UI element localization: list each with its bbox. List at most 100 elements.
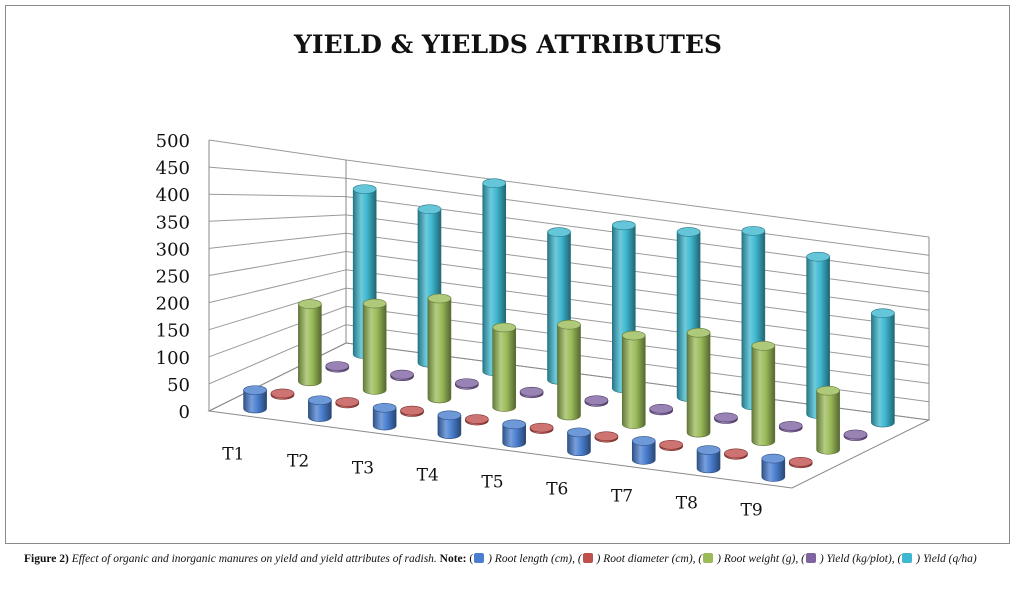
caption-lead: Figure 2): [24, 553, 69, 565]
cylinder-top: [686, 327, 711, 338]
cylinder-top: [502, 419, 527, 430]
gridline-side: [208, 139, 347, 161]
cylinder-top: [567, 427, 591, 438]
legend-label-yield-kg: ) Yield (kg/plot), (: [816, 553, 902, 565]
cylinder-top: [557, 319, 581, 330]
y-tick-label: 200: [156, 294, 190, 315]
gridline-side: [208, 305, 347, 358]
x-tick-label: T5: [481, 473, 503, 493]
chart-canvas: YIELD & YIELDS ATTRIBUTES 0 50 100 150 200 250…: [156, 30, 931, 521]
gridline-back: [345, 177, 930, 256]
cylinder-top: [482, 178, 507, 189]
gridline-back: [345, 269, 930, 348]
cylinder-top: [761, 453, 786, 464]
gridline-side: [208, 193, 347, 198]
x-tick-label: T8: [676, 494, 698, 514]
cylinder-bar: [696, 449, 721, 474]
cylinder-bar: [751, 345, 776, 446]
chart-title: YIELD & YIELDS ATTRIBUTES: [293, 30, 722, 59]
cylinder-top: [843, 429, 868, 440]
series-0: [243, 385, 786, 482]
cylinder-top: [352, 184, 377, 194]
y-tick-label: 450: [156, 158, 190, 179]
cylinder-top: [372, 402, 397, 413]
cylinder-top: [455, 378, 479, 388]
chart-frame: [5, 5, 1010, 544]
series-1: [270, 388, 813, 469]
cylinder-bar: [686, 332, 711, 438]
cylinder-top: [778, 421, 803, 431]
x-tick-label: T1: [222, 444, 244, 464]
cylinder-bar: [567, 432, 591, 457]
cylinder-bar: [502, 424, 526, 448]
cylinder-top: [584, 395, 609, 406]
cylinder-top: [714, 412, 738, 423]
cylinder-top: [519, 386, 544, 397]
y-tick-label: 250: [156, 267, 190, 288]
cylinder-bar: [243, 389, 267, 414]
cylinder-bar: [557, 324, 581, 421]
cylinder-bar: [427, 298, 452, 404]
y-tick-label: 300: [156, 239, 190, 260]
cylinder-bar: [308, 399, 332, 422]
cylinder-bar: [362, 303, 387, 395]
gridline-side: [208, 214, 347, 222]
y-tick-label: 350: [156, 212, 190, 233]
cylinder-top: [676, 227, 701, 237]
cylinder-top: [816, 385, 840, 396]
cylinder-top: [631, 436, 656, 446]
cylinder-top: [696, 445, 721, 455]
cylinder-top: [594, 431, 619, 441]
cylinder-top: [390, 369, 414, 380]
cylinder-bar: [871, 312, 895, 428]
cylinder-top: [659, 439, 683, 450]
cylinder-top: [437, 410, 462, 421]
legend-swatch-root-weight: [703, 553, 714, 563]
gridline-back: [345, 251, 930, 329]
cylinder-top: [465, 414, 489, 424]
figure-caption: Figure 2) Effect of organic and inorgani…: [24, 553, 977, 565]
x-tick-label: T7: [611, 487, 633, 507]
caption-text: Effect of organic and inorganic manures …: [68, 553, 440, 565]
cylinder-top: [308, 395, 332, 406]
cylinder-top: [325, 361, 350, 371]
cylinder-top: [400, 405, 424, 416]
series-3: [325, 361, 868, 441]
legend-swatch-root-diameter: [582, 553, 593, 563]
cylinder-bar: [761, 458, 786, 482]
x-tick-label: T4: [417, 465, 439, 485]
gridline-side: [208, 251, 347, 276]
cylinder-bar: [492, 327, 517, 412]
x-tick-label: T6: [546, 480, 568, 500]
cylinder-bar: [621, 335, 646, 429]
cylinder-top: [724, 448, 748, 459]
cylinder-top: [492, 322, 517, 333]
cylinder-top: [611, 220, 636, 231]
cylinder-bar: [816, 390, 840, 455]
cylinder-top: [243, 385, 267, 395]
series-2: [298, 293, 840, 455]
legend-label-yield-q: ) Yield (q/ha): [913, 553, 977, 565]
cylinder-top: [298, 299, 322, 309]
legend-swatch-yield-kg: [805, 553, 816, 563]
legend-label-root-weight: ) Root weight (g), (: [714, 553, 805, 565]
cylinder-bar: [437, 414, 462, 439]
y-tick-label: 0: [179, 402, 190, 423]
cylinder-top: [547, 227, 571, 237]
y-tick-label: 150: [156, 321, 190, 342]
y-tick-label: 400: [156, 185, 190, 206]
gridline-side: [208, 269, 347, 304]
gridline-back: [345, 196, 930, 275]
legend-label-root-length: ) Root length (cm), (: [485, 553, 582, 565]
x-tick-label: T2: [287, 451, 309, 471]
cylinder-bar: [298, 303, 322, 387]
cylinder-top: [806, 251, 830, 262]
cylinder-bar: [631, 440, 656, 465]
cylinder-top: [427, 293, 452, 304]
gridline-side: [208, 324, 347, 385]
cylinder-top: [741, 226, 766, 236]
gridline-back: [345, 159, 930, 238]
caption-note: Note:: [439, 553, 467, 565]
gridline-back: [345, 214, 930, 293]
legend-swatch-yield-q: [902, 553, 913, 563]
